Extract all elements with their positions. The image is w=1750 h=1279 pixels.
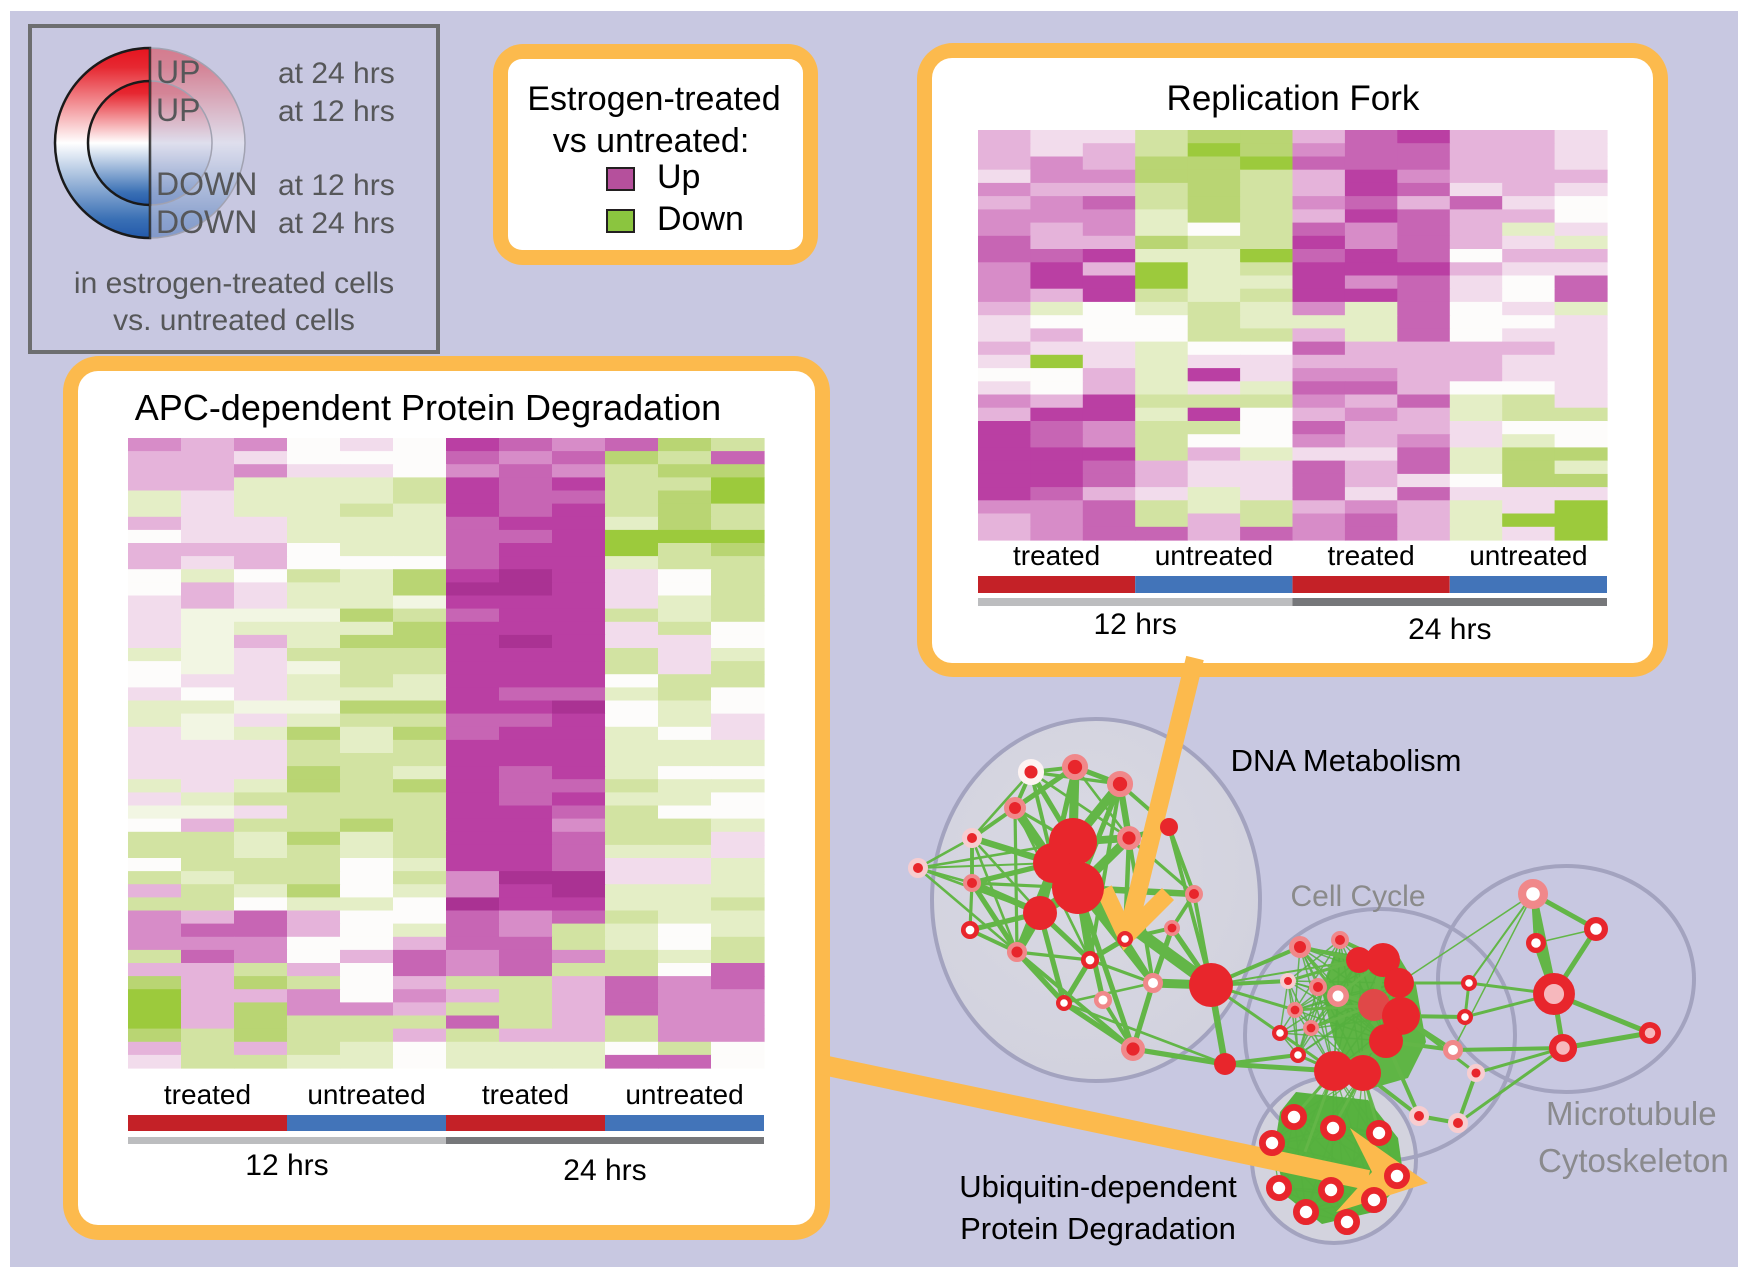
svg-text:Up: Up — [657, 158, 700, 196]
svg-text:Microtubule: Microtubule — [1546, 1095, 1717, 1132]
svg-text:DOWN: DOWN — [156, 166, 257, 202]
svg-text:Protein Degradation: Protein Degradation — [960, 1211, 1236, 1246]
svg-text:UP: UP — [156, 92, 200, 128]
svg-text:Replication Fork: Replication Fork — [1167, 79, 1420, 118]
svg-text:untreated: untreated — [1155, 540, 1273, 571]
svg-text:in estrogen-treated cells: in estrogen-treated cells — [74, 267, 394, 300]
svg-text:vs untreated:: vs untreated: — [553, 122, 750, 160]
svg-text:untreated: untreated — [625, 1079, 743, 1110]
svg-text:vs. untreated cells: vs. untreated cells — [113, 304, 355, 337]
svg-text:at 12 hrs: at 12 hrs — [278, 169, 395, 202]
svg-text:treated: treated — [482, 1079, 569, 1110]
svg-text:at 12 hrs: at 12 hrs — [278, 95, 395, 128]
svg-text:Cytoskeleton: Cytoskeleton — [1538, 1142, 1729, 1179]
svg-text:12 hrs: 12 hrs — [1094, 608, 1177, 641]
svg-text:DOWN: DOWN — [156, 204, 257, 240]
svg-text:Cell Cycle: Cell Cycle — [1290, 880, 1425, 913]
svg-text:treated: treated — [1328, 540, 1415, 571]
svg-text:Ubiquitin-dependent: Ubiquitin-dependent — [959, 1169, 1237, 1204]
svg-text:24 hrs: 24 hrs — [1408, 613, 1491, 646]
svg-text:untreated: untreated — [1469, 540, 1587, 571]
svg-text:untreated: untreated — [307, 1079, 425, 1110]
svg-text:Down: Down — [657, 200, 744, 238]
svg-text:APC-dependent Protein Degradat: APC-dependent Protein Degradation — [135, 387, 721, 428]
svg-text:24 hrs: 24 hrs — [563, 1154, 646, 1187]
svg-text:UP: UP — [156, 54, 200, 90]
svg-text:Estrogen-treated: Estrogen-treated — [527, 80, 780, 118]
svg-text:at 24 hrs: at 24 hrs — [278, 57, 395, 90]
svg-text:treated: treated — [1013, 540, 1100, 571]
svg-text:DNA Metabolism: DNA Metabolism — [1231, 743, 1462, 778]
svg-text:treated: treated — [164, 1079, 251, 1110]
svg-text:12 hrs: 12 hrs — [245, 1149, 328, 1182]
svg-text:at 24 hrs: at 24 hrs — [278, 207, 395, 240]
